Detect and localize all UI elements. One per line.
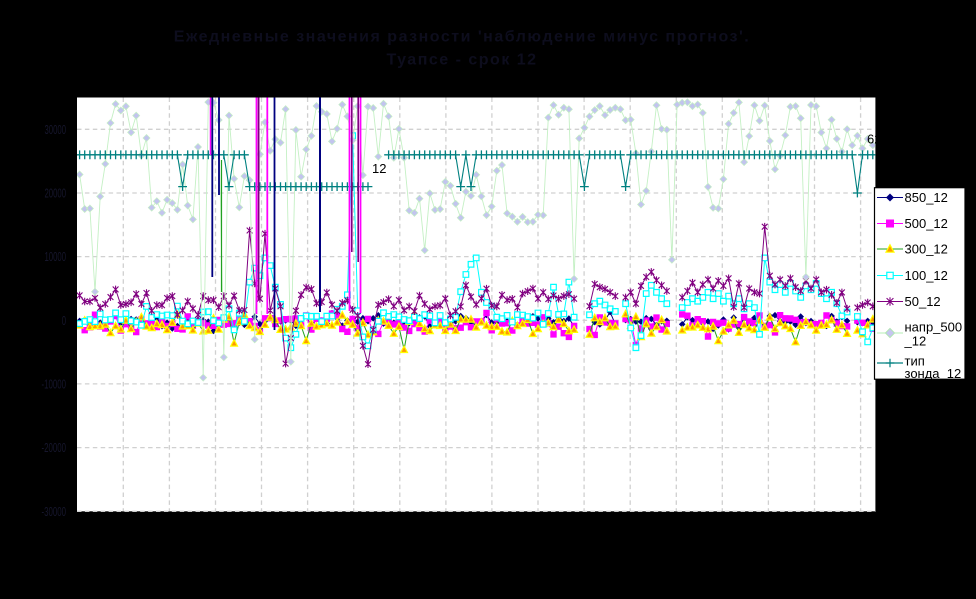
svg-text:300_12: 300_12 xyxy=(905,242,948,257)
svg-text:62: 62 xyxy=(867,132,881,147)
svg-text:-30000: -30000 xyxy=(42,504,67,519)
svg-text:500_12: 500_12 xyxy=(905,216,948,231)
svg-text:зонда_12: зонда_12 xyxy=(905,366,962,381)
svg-text:50_12: 50_12 xyxy=(905,294,941,309)
svg-text:20000: 20000 xyxy=(45,186,67,201)
svg-text:12: 12 xyxy=(372,161,386,176)
svg-text:тип: тип xyxy=(905,353,925,368)
svg-text:Туапсе - срок 12: Туапсе - срок 12 xyxy=(386,52,537,69)
svg-text:-20000: -20000 xyxy=(42,440,67,455)
svg-text:10000: 10000 xyxy=(45,249,67,264)
svg-text:30000: 30000 xyxy=(45,122,67,137)
svg-text:100_12: 100_12 xyxy=(905,268,948,283)
svg-text:напр_500: напр_500 xyxy=(905,320,963,335)
svg-text:0: 0 xyxy=(62,313,66,328)
svg-text:850_12: 850_12 xyxy=(905,190,948,205)
svg-text:-10000: -10000 xyxy=(42,377,67,392)
svg-text:_12: _12 xyxy=(904,334,927,349)
svg-text:Ежедневные значения разности ': Ежедневные значения разности 'наблюдение… xyxy=(174,29,750,46)
